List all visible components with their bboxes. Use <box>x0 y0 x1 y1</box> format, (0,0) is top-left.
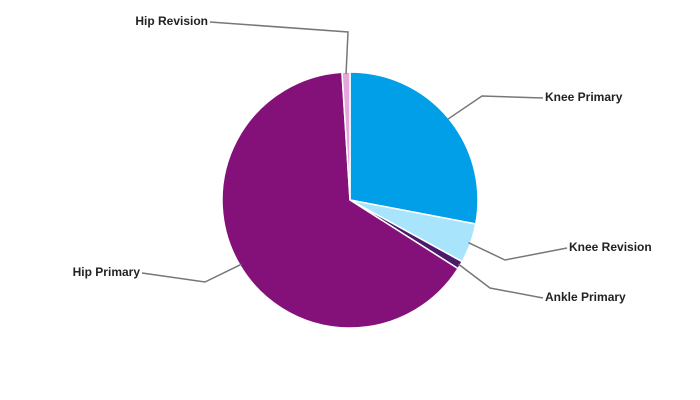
leader-line <box>141 263 242 283</box>
leader-line <box>446 95 544 121</box>
leader-line <box>458 263 544 299</box>
leader-line <box>209 21 349 75</box>
slice-label: Knee Primary <box>545 90 623 104</box>
slice-label: Hip Revision <box>135 14 208 28</box>
pie-slice <box>349 71 479 225</box>
leader-line <box>468 242 568 261</box>
slice-label: Hip Primary <box>73 265 141 279</box>
slice-label: Ankle Primary <box>545 290 626 304</box>
slice-label: Knee Revision <box>569 240 652 254</box>
